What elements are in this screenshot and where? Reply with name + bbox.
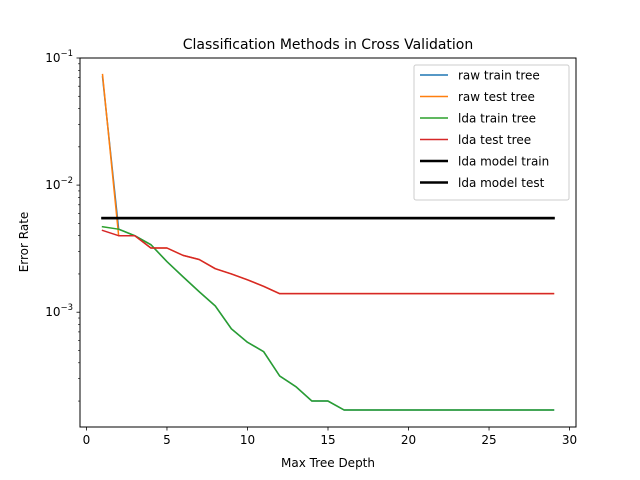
- legend: raw train tree raw test tree lda train tre…: [413, 64, 570, 201]
- x-tick-label: 25: [481, 433, 496, 447]
- y-tick-label-base: 10: [45, 51, 60, 65]
- plot-frame: [79, 57, 577, 428]
- y-tick-label: 10−2: [45, 176, 73, 192]
- y-tick-label: 10−3: [45, 303, 73, 319]
- y-tick-label-base: 10: [45, 305, 60, 319]
- y-tick-label-exponent: −3: [60, 303, 73, 313]
- series-layer: [101, 73, 555, 411]
- legend-label: lda train tree: [458, 112, 536, 126]
- legend-label: lda model train: [458, 155, 549, 169]
- series-line-4: [101, 229, 555, 295]
- legend-label: lda test tree: [458, 133, 531, 147]
- y-tick-label-exponent: −2: [60, 176, 73, 186]
- x-tick-label: 0: [83, 433, 91, 447]
- x-tick-label: 30: [562, 433, 577, 447]
- x-tick-label: 10: [240, 433, 255, 447]
- x-axis-label: Max Tree Depth: [281, 456, 375, 470]
- legend-label: raw test tree: [458, 90, 535, 104]
- chart-title: Classification Methods in Cross Validati…: [183, 37, 474, 53]
- y-tick-label-base: 10: [45, 178, 60, 192]
- legend-label: raw train tree: [458, 69, 540, 83]
- legend-box: [413, 64, 570, 201]
- x-tick-label: 20: [401, 433, 416, 447]
- y-axis-label: Error Rate: [17, 212, 31, 273]
- legend-label: lda model test: [458, 176, 545, 190]
- series-line-3: [101, 225, 555, 411]
- x-tick-label: 15: [320, 433, 335, 447]
- y-tick-label: 10−1: [45, 49, 73, 65]
- x-tick-label: 5: [163, 433, 171, 447]
- y-tick-label-exponent: −1: [60, 49, 73, 59]
